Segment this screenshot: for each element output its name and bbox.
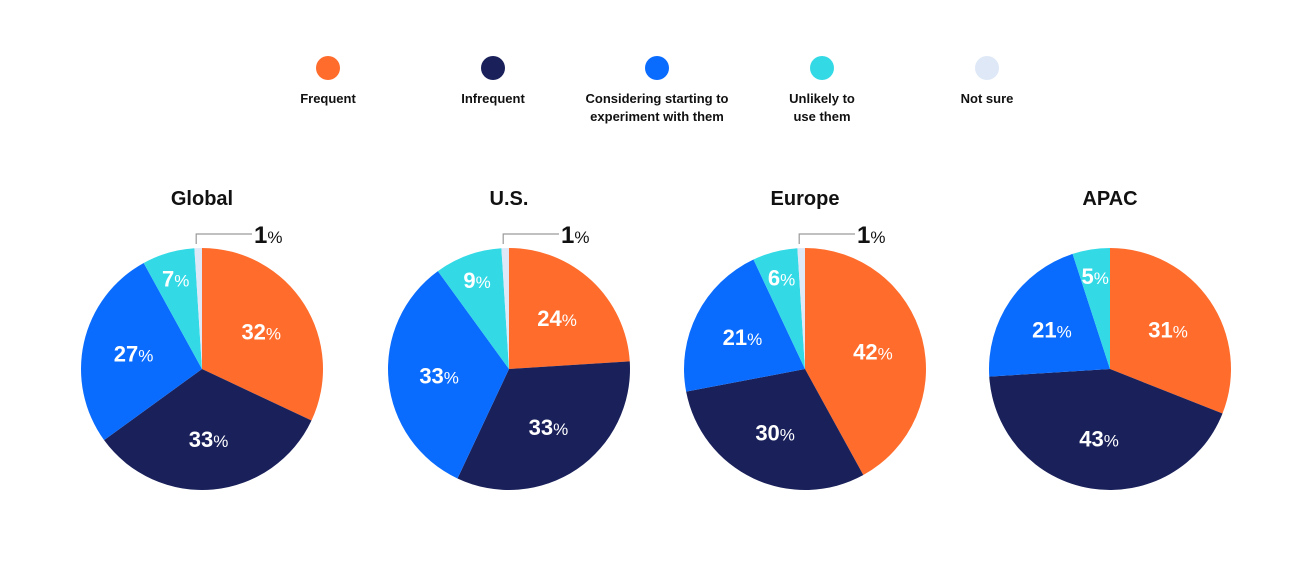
chart-title-europe: Europe bbox=[770, 188, 840, 210]
slice-value-label: 33% bbox=[189, 427, 229, 452]
pie-slice bbox=[388, 271, 509, 479]
pie-slice bbox=[202, 248, 323, 421]
legend-dot-icon bbox=[975, 56, 999, 80]
pie-chart-apac: 31% 43% 21% 5% bbox=[988, 248, 1231, 490]
slice-value-label: 32% bbox=[241, 319, 281, 344]
pie-slice bbox=[501, 248, 509, 369]
pie-slice bbox=[684, 259, 805, 392]
slice-value-label: 42% bbox=[853, 340, 893, 365]
legend-item-not-sure: Not sure bbox=[887, 56, 1087, 108]
slice-value-label: 27% bbox=[114, 342, 154, 367]
pie-slice bbox=[509, 248, 630, 369]
callout-value-label: 1% bbox=[561, 222, 589, 249]
chart-title-global: Global bbox=[170, 188, 234, 210]
pie-slice bbox=[805, 248, 926, 476]
callout-line bbox=[798, 233, 855, 244]
slice-value-label: 31% bbox=[1148, 318, 1188, 343]
legend-item-infrequent: Infrequent bbox=[393, 56, 593, 108]
slice-value-label: 6% bbox=[768, 266, 795, 291]
slice-value-label: 9% bbox=[463, 268, 490, 293]
slice-value-label: 24% bbox=[537, 306, 577, 331]
legend-label: Not sure bbox=[960, 91, 1014, 106]
pie-chart-global: 32% 33% 27% 7% 1% bbox=[81, 222, 323, 490]
pie-slice bbox=[1110, 248, 1231, 414]
legend-item-frequent: Frequent bbox=[228, 56, 428, 108]
chart-title-apac: APAC bbox=[1082, 188, 1138, 210]
legend-dot-icon bbox=[645, 56, 669, 80]
callout-line bbox=[195, 233, 252, 244]
legend-dot-icon bbox=[481, 56, 505, 80]
legend-label: Considering starting to experiment with … bbox=[585, 91, 729, 124]
pie-slice bbox=[753, 248, 805, 369]
legend-item-unlikely: Unlikely to use them bbox=[777, 56, 867, 126]
chart-title-us: U.S. bbox=[489, 188, 529, 210]
pie-slice bbox=[437, 248, 509, 369]
legend-dot-icon bbox=[810, 56, 834, 80]
legend-label: Frequent bbox=[300, 91, 356, 106]
slice-value-label: 5% bbox=[1082, 264, 1109, 289]
slice-value-label: 33% bbox=[419, 364, 459, 389]
slice-value-label: 33% bbox=[529, 415, 569, 440]
slice-value-label: 30% bbox=[755, 421, 795, 446]
slice-value-label: 21% bbox=[1032, 318, 1072, 343]
pie-slice bbox=[81, 262, 202, 441]
legend-label: Unlikely to use them bbox=[789, 91, 855, 124]
pie-slice bbox=[988, 253, 1110, 377]
callout-value-label: 1% bbox=[857, 222, 885, 249]
pie-slice bbox=[686, 369, 864, 490]
slice-value-label: 43% bbox=[1079, 426, 1119, 451]
pie-slice bbox=[143, 248, 202, 369]
callout-value-label: 1% bbox=[254, 222, 282, 249]
legend-dot-icon bbox=[316, 56, 340, 80]
pie-slice bbox=[1072, 248, 1110, 369]
pie-slice bbox=[194, 248, 202, 369]
pie-chart-us: 24% 33% 33% 9% 1% bbox=[388, 222, 630, 490]
pie-slice bbox=[457, 361, 630, 490]
slice-value-label: 21% bbox=[723, 325, 763, 350]
slice-value-label: 7% bbox=[162, 266, 189, 291]
pie-slice bbox=[989, 369, 1223, 490]
pie-slice bbox=[797, 248, 805, 369]
pie-chart-europe: 42% 30% 21% 6% 1% bbox=[684, 222, 926, 490]
legend-item-considering: Considering starting to experiment with … bbox=[577, 56, 737, 126]
legend-label: Infrequent bbox=[461, 91, 525, 106]
pie-slice bbox=[104, 369, 312, 490]
callout-line bbox=[502, 233, 559, 244]
